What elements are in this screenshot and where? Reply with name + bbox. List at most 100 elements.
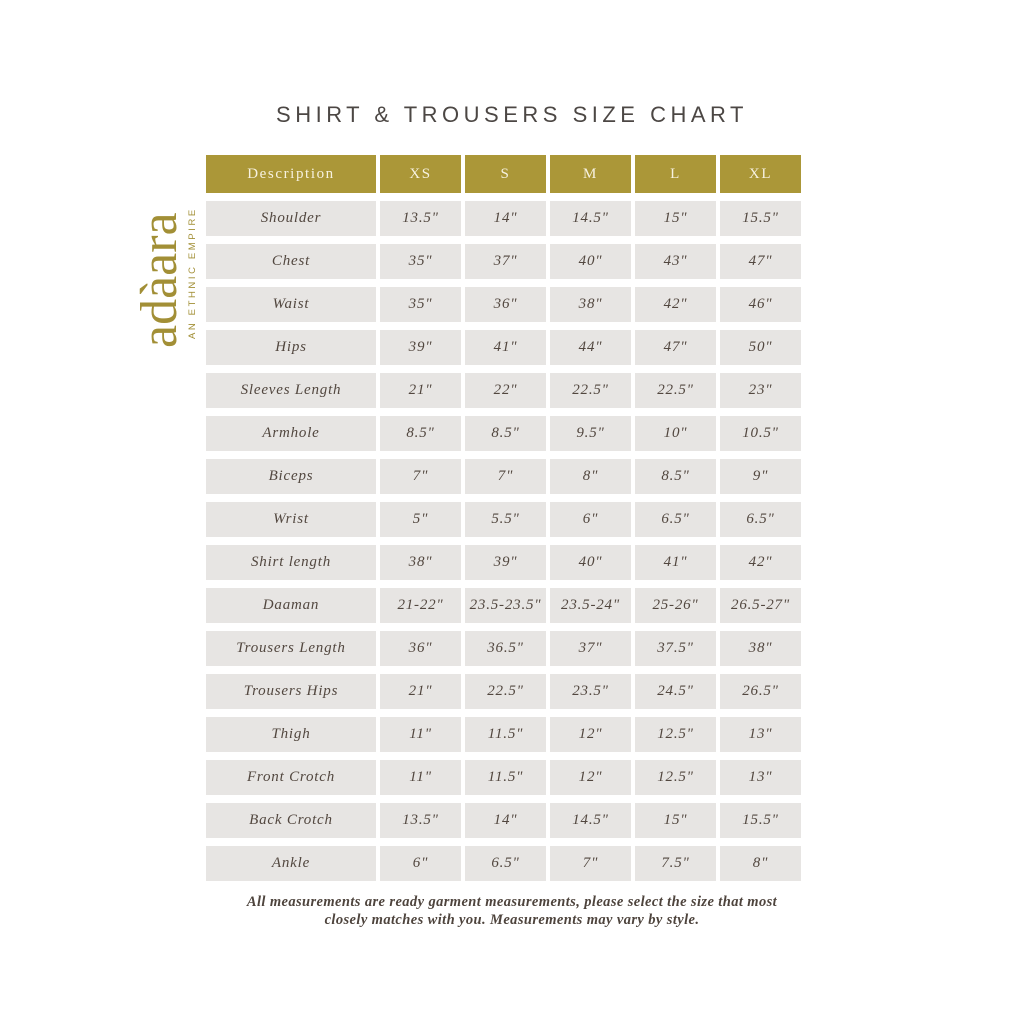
measurement-value: 15.5" xyxy=(720,201,801,236)
measurement-value: 42" xyxy=(720,545,801,580)
measurement-value: 36" xyxy=(380,631,461,666)
measurement-value: 13.5" xyxy=(380,803,461,838)
measurement-value: 42" xyxy=(635,287,716,322)
measurement-value: 6.5" xyxy=(635,502,716,537)
measurement-value: 9" xyxy=(720,459,801,494)
row-label: Chest xyxy=(206,244,376,279)
measurement-value: 26.5-27" xyxy=(720,588,801,623)
measurement-value: 47" xyxy=(635,330,716,365)
measurement-value: 44" xyxy=(550,330,631,365)
measurement-value: 47" xyxy=(720,244,801,279)
measurement-value: 35" xyxy=(380,244,461,279)
measurement-value: 21-22" xyxy=(380,588,461,623)
row-label: Hips xyxy=(206,330,376,365)
measurement-value: 40" xyxy=(550,545,631,580)
measurement-value: 23.5-23.5" xyxy=(465,588,546,623)
row-label: Waist xyxy=(206,287,376,322)
page-title: SHIRT & TROUSERS SIZE CHART xyxy=(276,102,748,127)
row-label: Daaman xyxy=(206,588,376,623)
measurement-value: 14.5" xyxy=(550,803,631,838)
measurement-value: 37.5" xyxy=(635,631,716,666)
measurement-value: 41" xyxy=(635,545,716,580)
row-label: Trousers Hips xyxy=(206,674,376,709)
row-label: Armhole xyxy=(206,416,376,451)
measurement-value: 8.5" xyxy=(465,416,546,451)
measurement-value: 8.5" xyxy=(380,416,461,451)
measurement-value: 39" xyxy=(380,330,461,365)
measurement-value: 37" xyxy=(465,244,546,279)
row-label: Shirt length xyxy=(206,545,376,580)
measurement-value: 6" xyxy=(380,846,461,881)
measurement-value: 11.5" xyxy=(465,717,546,752)
row-label: Thigh xyxy=(206,717,376,752)
measurement-value: 37" xyxy=(550,631,631,666)
measurement-value: 35" xyxy=(380,287,461,322)
measurement-value: 11" xyxy=(380,717,461,752)
measurement-value: 8" xyxy=(550,459,631,494)
measurement-value: 38" xyxy=(720,631,801,666)
measurement-value: 41" xyxy=(465,330,546,365)
row-label: Wrist xyxy=(206,502,376,537)
footer-note: All measurements are ready garment measu… xyxy=(0,893,1024,929)
measurement-value: 15" xyxy=(635,201,716,236)
column-header-size-s: S xyxy=(465,155,546,193)
column-header-description: Description xyxy=(206,155,376,193)
measurement-value: 15.5" xyxy=(720,803,801,838)
measurement-value: 7" xyxy=(550,846,631,881)
measurement-value: 6.5" xyxy=(720,502,801,537)
measurement-value: 11" xyxy=(380,760,461,795)
measurement-value: 13" xyxy=(720,760,801,795)
measurement-value: 36" xyxy=(465,287,546,322)
measurement-value: 36.5" xyxy=(465,631,546,666)
brand-logo: adàara xyxy=(131,212,188,348)
measurement-value: 11.5" xyxy=(465,760,546,795)
measurement-value: 22.5" xyxy=(550,373,631,408)
measurement-value: 12.5" xyxy=(635,760,716,795)
measurement-value: 6.5" xyxy=(465,846,546,881)
measurement-value: 25-26" xyxy=(635,588,716,623)
measurement-value: 7" xyxy=(465,459,546,494)
row-label: Front Crotch xyxy=(206,760,376,795)
column-header-size-xs: XS xyxy=(380,155,461,193)
measurement-value: 23" xyxy=(720,373,801,408)
row-label: Back Crotch xyxy=(206,803,376,838)
measurement-value: 23.5" xyxy=(550,674,631,709)
measurement-value: 26.5" xyxy=(720,674,801,709)
footer-note-line2: closely matches with you. Measurements m… xyxy=(324,912,700,929)
measurement-value: 6" xyxy=(550,502,631,537)
measurement-value: 50" xyxy=(720,330,801,365)
row-label: Sleeves Length xyxy=(206,373,376,408)
measurement-value: 5" xyxy=(380,502,461,537)
measurement-value: 14" xyxy=(465,201,546,236)
measurement-value: 39" xyxy=(465,545,546,580)
measurement-value: 46" xyxy=(720,287,801,322)
measurement-value: 23.5-24" xyxy=(550,588,631,623)
measurement-value: 14" xyxy=(465,803,546,838)
measurement-value: 12" xyxy=(550,760,631,795)
brand-tagline: AN ETHNIC EMPIRE xyxy=(187,207,198,339)
measurement-value: 7" xyxy=(380,459,461,494)
measurement-value: 22" xyxy=(465,373,546,408)
measurement-value: 12" xyxy=(550,717,631,752)
footer-note-line1: All measurements are ready garment measu… xyxy=(246,894,778,910)
measurement-value: 8.5" xyxy=(635,459,716,494)
measurement-value: 14.5" xyxy=(550,201,631,236)
measurement-value: 22.5" xyxy=(465,674,546,709)
size-chart-table: Description XS S M L XL Shoulder 13.5" 14" 14.5" 1… xyxy=(206,155,801,881)
measurement-value: 8" xyxy=(720,846,801,881)
column-header-size-l: L xyxy=(635,155,716,193)
measurement-value: 9.5" xyxy=(550,416,631,451)
measurement-value: 5.5" xyxy=(465,502,546,537)
measurement-value: 43" xyxy=(635,244,716,279)
column-header-size-m: M xyxy=(550,155,631,193)
column-header-size-xl: XL xyxy=(720,155,801,193)
measurement-value: 13.5" xyxy=(380,201,461,236)
measurement-value: 10" xyxy=(635,416,716,451)
row-label: Biceps xyxy=(206,459,376,494)
measurement-value: 38" xyxy=(380,545,461,580)
measurement-value: 7.5" xyxy=(635,846,716,881)
measurement-value: 21" xyxy=(380,674,461,709)
measurement-value: 12.5" xyxy=(635,717,716,752)
measurement-value: 13" xyxy=(720,717,801,752)
